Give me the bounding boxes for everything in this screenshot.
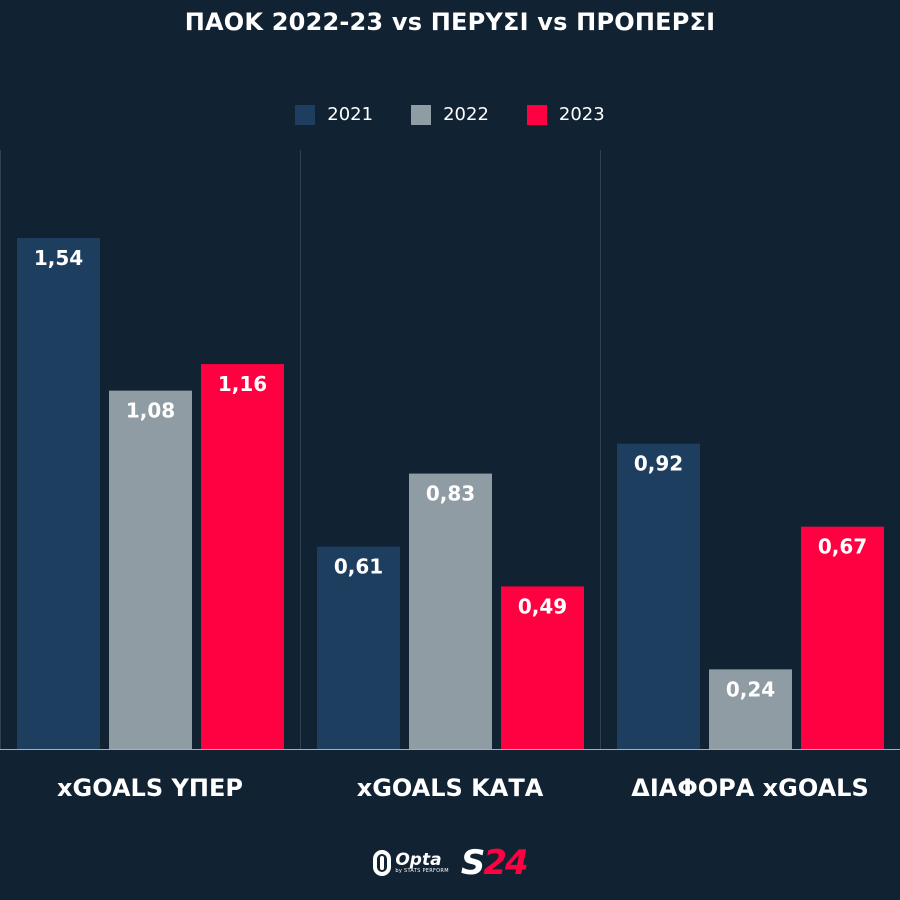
opta-subtitle: by STATS PERFORM — [395, 868, 449, 874]
data-label-2022-2: 0,24 — [726, 677, 775, 701]
category-label-1: xGOALS ΚΑΤΑ — [357, 774, 544, 802]
legend: 2021 2022 2023 — [0, 104, 900, 125]
chart-title: ΠΑΟΚ 2022-23 vs ΠΕΡΥΣΙ vs ΠΡΟΠΕΡΣΙ — [184, 8, 716, 36]
bar-2021-0 — [17, 238, 100, 749]
data-label-2021-1: 0,61 — [334, 555, 383, 579]
legend-label-2021: 2021 — [327, 104, 374, 125]
bar-2021-2 — [617, 443, 700, 749]
bar-2022-0 — [109, 390, 192, 749]
bar-2022-2 — [709, 669, 792, 749]
legend-label-2022: 2022 — [443, 104, 489, 125]
s24-logo: S24 — [460, 843, 529, 883]
bar-2022-1 — [409, 473, 492, 749]
category-label-2: ΔΙΑΦΟΡΑ xGOALS — [631, 774, 869, 802]
opta-mark-icon — [373, 850, 392, 876]
legend-swatch-2022 — [411, 104, 432, 125]
legend-swatch-2023 — [526, 104, 547, 125]
category-label-0: xGOALS ΥΠΕΡ — [57, 774, 243, 802]
legend-item-2023: 2023 — [526, 104, 605, 125]
footer-logos: Opta by STATS PERFORM S24 — [0, 846, 900, 880]
data-label-2021-0: 1,54 — [34, 246, 83, 270]
legend-label-2023: 2023 — [558, 104, 605, 125]
data-label-2022-1: 0,83 — [426, 482, 475, 506]
bar-2021-1 — [317, 546, 400, 749]
data-label-2021-2: 0,92 — [634, 452, 683, 476]
bar-2023-0 — [201, 364, 284, 749]
data-label-2023-1: 0,49 — [518, 594, 567, 618]
legend-item-2022: 2022 — [411, 104, 489, 125]
bar-2023-2 — [801, 526, 884, 749]
bar-2023-1 — [501, 586, 584, 749]
opta-name: Opta — [395, 850, 442, 870]
data-label-2023-2: 0,67 — [818, 535, 867, 559]
data-label-2022-0: 1,08 — [126, 399, 175, 423]
data-label-2023-0: 1,16 — [218, 372, 267, 396]
legend-swatch-2021 — [295, 104, 316, 125]
opta-logo: Opta by STATS PERFORM — [373, 850, 449, 876]
legend-item-2021: 2021 — [295, 104, 373, 125]
